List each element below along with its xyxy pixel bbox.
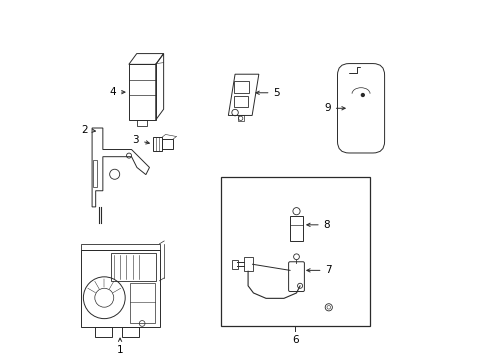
Bar — [153, 137, 162, 151]
Bar — [232, 260, 237, 269]
Text: 4: 4 — [109, 87, 125, 97]
Bar — [234, 96, 248, 107]
Bar — [243, 257, 252, 271]
Text: 9: 9 — [324, 103, 345, 113]
Bar — [93, 160, 97, 187]
Bar — [122, 327, 139, 337]
Bar — [128, 64, 155, 120]
Bar — [233, 81, 248, 93]
Text: 2: 2 — [81, 125, 95, 135]
Bar — [81, 244, 159, 250]
Bar — [238, 116, 243, 121]
Text: 7: 7 — [306, 265, 331, 275]
Bar — [289, 216, 303, 240]
Bar — [95, 327, 112, 337]
Bar — [221, 177, 369, 326]
Text: 5: 5 — [256, 88, 280, 98]
Text: 3: 3 — [132, 135, 149, 145]
Bar — [110, 253, 156, 281]
Text: 6: 6 — [291, 334, 298, 345]
Bar — [129, 283, 155, 323]
Text: 1: 1 — [117, 338, 123, 355]
Circle shape — [361, 94, 364, 96]
Bar — [162, 139, 172, 149]
Bar — [81, 250, 159, 327]
Text: 8: 8 — [306, 220, 329, 230]
Bar — [137, 120, 146, 126]
